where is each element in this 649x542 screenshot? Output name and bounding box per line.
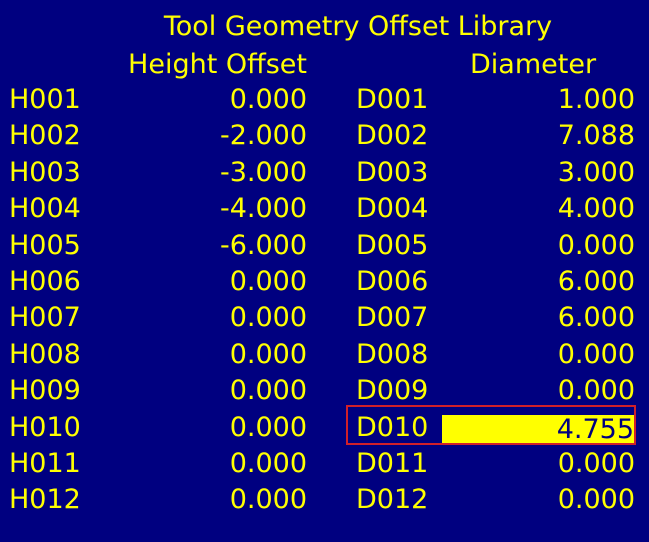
diameter-offset-value[interactable]: 0.000 (557, 229, 635, 261)
diameter-offset-code: D002 (356, 120, 429, 152)
diameter-offset-value[interactable]: 6.000 (557, 265, 635, 297)
diameter-offset-value[interactable]: 0.000 (557, 484, 635, 516)
table-row: H005 -6.000 D005 0.000 (0, 228, 649, 264)
height-offset-header: Height Offset (128, 49, 307, 80)
diameter-offset-code: D009 (356, 375, 429, 407)
height-offset-value[interactable]: -6.000 (219, 229, 307, 261)
diameter-offset-value[interactable]: 3.000 (557, 156, 635, 188)
diameter-offset-code: D003 (356, 156, 429, 188)
height-offset-code: H003 (9, 156, 81, 188)
height-offset-value[interactable]: 0.000 (229, 265, 307, 297)
height-offset-code: H001 (9, 84, 81, 115)
height-offset-code: H005 (9, 229, 81, 261)
height-offset-value[interactable]: -4.000 (219, 193, 307, 225)
diameter-offset-code: D010 (356, 411, 429, 443)
diameter-offset-value[interactable]: 4.000 (557, 193, 635, 225)
height-offset-value[interactable]: 0.000 (229, 411, 307, 443)
table-row: H002 -2.000 D002 7.088 (0, 118, 649, 154)
diameter-offset-value[interactable]: 0.000 (557, 338, 635, 370)
height-offset-code: H010 (9, 411, 81, 443)
height-offset-code: H002 (9, 120, 81, 152)
table-row: H007 0.000 D007 6.000 (0, 300, 649, 336)
height-offset-code: H012 (9, 484, 81, 516)
height-offset-value[interactable]: 0.000 (229, 484, 307, 516)
diameter-offset-code: D008 (356, 338, 429, 370)
diameter-offset-code: D011 (356, 447, 429, 479)
height-offset-value[interactable]: 0.000 (229, 302, 307, 334)
diameter-offset-value[interactable]: 1.000 (557, 84, 635, 115)
table-row: H006 0.000 D006 6.000 (0, 264, 649, 300)
table-row: H012 0.000 D012 0.000 (0, 482, 649, 518)
diameter-offset-value[interactable]: 7.088 (557, 120, 635, 152)
height-offset-code: H004 (9, 193, 81, 225)
height-offset-value[interactable]: 0.000 (229, 84, 307, 115)
diameter-offset-value[interactable]: 6.000 (557, 302, 635, 334)
diameter-offset-code: D001 (356, 84, 429, 115)
height-offset-code: H011 (9, 447, 81, 479)
diameter-offset-value[interactable]: 0.000 (557, 375, 635, 407)
height-offset-value[interactable]: 0.000 (229, 375, 307, 407)
table-row: H009 0.000 D009 0.000 (0, 373, 649, 409)
diameter-offset-code: D004 (356, 193, 429, 225)
diameter-offset-code: D005 (356, 229, 429, 261)
height-offset-code: H008 (9, 338, 81, 370)
table-row: H001 0.000 D001 1.000 (0, 82, 649, 118)
diameter-offset-code: D006 (356, 265, 429, 297)
table-row: H008 0.000 D008 0.000 (0, 337, 649, 373)
height-offset-code: H007 (9, 302, 81, 334)
page-title: Tool Geometry Offset Library (163, 11, 553, 42)
table-row-selected: H010 0.000 D010 4.755 (0, 410, 649, 446)
height-offset-code: H009 (9, 375, 81, 407)
offset-table: H001 0.000 D001 1.000 H002 -2.000 D002 7… (0, 82, 649, 519)
diameter-offset-code: D012 (356, 484, 429, 516)
selection-highlight-box (346, 405, 636, 445)
height-offset-value[interactable]: 0.000 (229, 447, 307, 479)
diameter-header: Diameter (470, 49, 597, 80)
height-offset-value[interactable]: -2.000 (219, 120, 307, 152)
height-offset-value[interactable]: 0.000 (229, 338, 307, 370)
diameter-offset-value[interactable]: 0.000 (557, 447, 635, 479)
table-row: H003 -3.000 D003 3.000 (0, 155, 649, 191)
height-offset-value[interactable]: -3.000 (219, 156, 307, 188)
diameter-offset-value-selected[interactable]: 4.755 (442, 414, 634, 445)
diameter-offset-code: D007 (356, 302, 429, 334)
height-offset-code: H006 (9, 265, 81, 297)
table-row: H011 0.000 D011 0.000 (0, 446, 649, 482)
table-row: H004 -4.000 D004 4.000 (0, 191, 649, 227)
